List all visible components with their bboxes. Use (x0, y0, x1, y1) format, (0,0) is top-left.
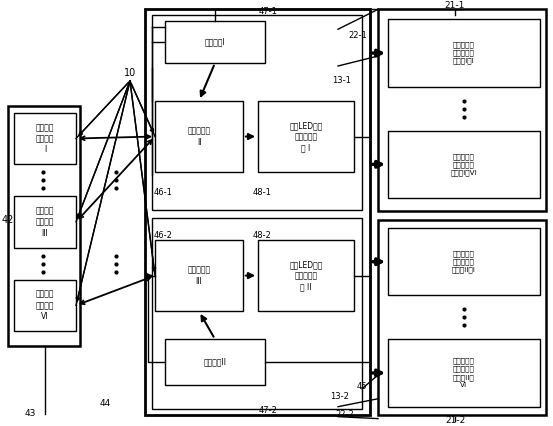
Text: 44: 44 (100, 399, 111, 408)
Text: 自动水泵
测量装置
III: 自动水泵 测量装置 III (36, 206, 54, 238)
Bar (165, 21, 265, 63)
Bar (155, 101, 243, 172)
Text: 47-1: 47-1 (259, 7, 278, 16)
Text: 大屏LED操等
提醒显示电
路 I: 大屏LED操等 提醒显示电 路 I (289, 121, 323, 152)
Bar (152, 15, 362, 210)
Text: 13-2: 13-2 (331, 392, 349, 401)
Text: 47-2: 47-2 (259, 406, 278, 415)
Text: 10: 10 (124, 68, 136, 78)
Bar (145, 9, 370, 414)
Bar (8, 106, 80, 346)
Text: 13-1: 13-1 (332, 76, 352, 85)
Text: 22-1: 22-1 (348, 31, 367, 40)
Bar (258, 240, 354, 311)
Text: 大屏LED操等
提醒显示电
路 II: 大屏LED操等 提醒显示电 路 II (289, 260, 323, 291)
Text: 48-2: 48-2 (253, 231, 272, 240)
Bar (258, 101, 354, 172)
Text: 22-2: 22-2 (336, 410, 354, 419)
Bar (155, 240, 243, 311)
Text: 43: 43 (24, 409, 36, 418)
Bar (388, 19, 540, 87)
Text: 48-1: 48-1 (253, 187, 272, 197)
Text: 自动开降光
纤提醒栏路
装置（II）I: 自动开降光 纤提醒栏路 装置（II）I (452, 250, 476, 273)
Text: 自动开降光
纤提醒栏路
装置（I）VI: 自动开降光 纤提醒栏路 装置（I）VI (451, 153, 477, 176)
Bar (378, 9, 546, 211)
Text: 46-2: 46-2 (154, 231, 173, 240)
Text: 21-2: 21-2 (445, 416, 465, 425)
Bar (14, 112, 76, 164)
Text: 自动水泵
测量装置
VI: 自动水泵 测量装置 VI (36, 290, 54, 321)
Bar (14, 279, 76, 331)
Text: 电源模块II: 电源模块II (204, 357, 227, 366)
Bar (165, 339, 265, 385)
Text: 自动水泵
测量装置
I: 自动水泵 测量装置 I (36, 123, 54, 154)
Bar (14, 196, 76, 248)
Text: 45: 45 (357, 382, 367, 391)
Text: 21-1: 21-1 (445, 1, 465, 10)
Text: 自动开降光
纤提醒栏路
装置（I）I: 自动开降光 纤提醒栏路 装置（I）I (453, 42, 475, 64)
Bar (388, 130, 540, 198)
Bar (388, 228, 540, 296)
Text: 单片机模块
II: 单片机模块 II (187, 127, 211, 147)
Bar (378, 220, 546, 414)
Text: 42: 42 (2, 215, 14, 225)
Bar (388, 339, 540, 407)
Text: 自动开降光
纤提醒栏路
装置（II）
VI: 自动开降光 纤提醒栏路 装置（II） VI (453, 358, 475, 388)
Text: 电源模块I: 电源模块I (205, 37, 226, 46)
Text: 46-1: 46-1 (154, 187, 173, 197)
Bar (152, 218, 362, 409)
Text: 单片机模块
III: 单片机模块 III (187, 265, 211, 285)
